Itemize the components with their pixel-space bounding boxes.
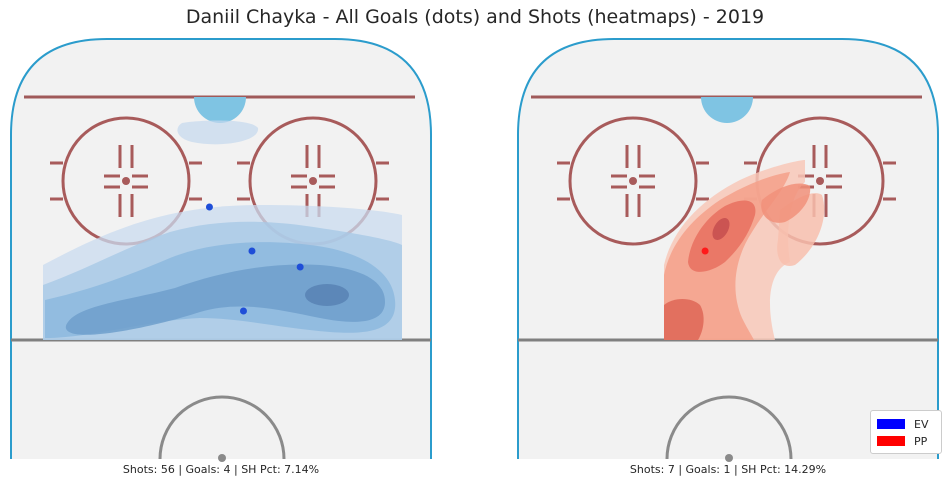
heatmap-pp-peak — [712, 218, 730, 240]
legend: EV PP — [870, 410, 942, 454]
stats-caption-ev: Shots: 56 | Goals: 4 | SH Pct: 7.14% — [122, 463, 320, 476]
heatmap-ev — [43, 120, 402, 340]
center-dot-ev — [218, 454, 226, 462]
goal-dot-ev-2 — [248, 247, 256, 255]
legend-label-ev: EV — [914, 417, 929, 431]
goals-pp — [701, 247, 709, 255]
faceoff-dot-pp-left — [629, 177, 637, 185]
faceoff-circle-ev-left — [50, 116, 202, 246]
goal-crease-pp — [701, 97, 753, 123]
center-circle-ev — [158, 395, 286, 460]
heatmap-ev-level-1 — [177, 120, 259, 145]
rink-pp — [517, 38, 939, 462]
center-dot-pp — [725, 454, 733, 462]
rink-ev — [10, 38, 432, 462]
legend-entry-pp: PP — [877, 434, 927, 448]
center-circle-pp — [665, 395, 793, 460]
legend-swatch-ev — [877, 419, 905, 429]
stats-caption-pp: Shots: 7 | Goals: 1 | SH Pct: 14.29% — [629, 463, 827, 476]
goal-dot-ev-4 — [239, 307, 247, 315]
faceoff-dot-ev-right — [309, 177, 317, 185]
chart-title: Daniil Chayka - All Goals (dots) and Sho… — [185, 6, 765, 28]
heatmap-ev-level-5 — [65, 264, 385, 335]
legend-entry-ev: EV — [877, 417, 928, 431]
goal-dot-ev-1 — [205, 203, 213, 211]
goal-dot-pp-1 — [701, 247, 709, 255]
goal-dot-ev-3 — [296, 263, 304, 271]
faceoff-dot-pp-right — [816, 177, 824, 185]
heatmap-pp — [664, 160, 825, 340]
faceoff-dot-ev-left — [122, 177, 130, 185]
faceoff-circle-pp-left — [557, 116, 709, 246]
goal-crease-ev — [194, 97, 246, 123]
heatmap-pp-level-3b — [664, 298, 704, 340]
goals-ev — [205, 203, 304, 315]
heatmap-ev-peak — [305, 284, 349, 306]
legend-label-pp: PP — [914, 434, 928, 448]
heatmap-pp-level-2b — [761, 183, 811, 223]
legend-swatch-pp — [877, 436, 905, 446]
